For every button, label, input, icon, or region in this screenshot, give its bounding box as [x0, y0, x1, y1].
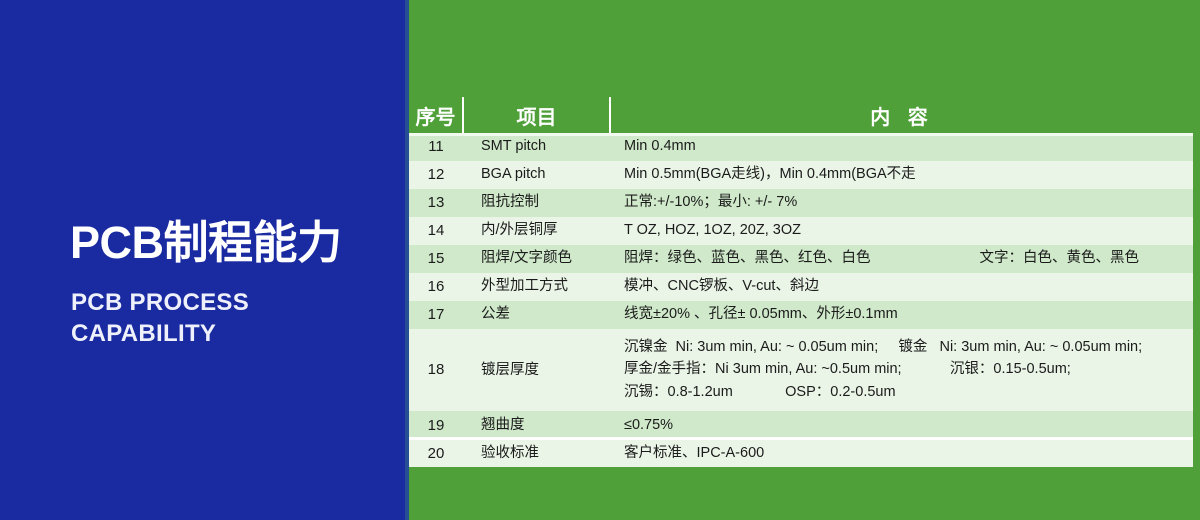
- cell-item: 翘曲度: [463, 411, 610, 440]
- cell-no: 15: [409, 245, 463, 273]
- cell-no: 16: [409, 273, 463, 301]
- table-row: 12 BGA pitch Min 0.5mm(BGA走线)，Min 0.4mm(BG…: [409, 161, 1193, 189]
- cell-content-main: 阻焊：绿色、蓝色、黑色、红色、白色: [624, 250, 871, 267]
- cell-no: 18: [409, 329, 463, 412]
- table-row: 20 验收标准 客户标准、IPC-A-600: [409, 439, 1193, 468]
- cell-item: 验收标准: [463, 439, 610, 468]
- panel-divider: [405, 0, 409, 520]
- page-subtitle-en: PCB PROCESS CAPABILITY: [71, 289, 250, 347]
- header-bottom-rule: [409, 133, 1193, 136]
- pcb-capability-table: 序号 项目 内 容 11 SMT pitch Min 0.4mm 12 BGA pitc…: [409, 97, 1193, 468]
- table-row: 19 翘曲度 ≤0.75%: [409, 411, 1193, 440]
- cell-item: SMT pitch: [463, 133, 610, 161]
- cell-content-text: 模冲、CNC锣板、V-cut、斜边: [624, 278, 819, 295]
- table-bottom-rule: [409, 437, 1193, 440]
- cell-no: 14: [409, 217, 463, 245]
- cell-content: 正常:+/-10%；最小: +/- 7%: [610, 189, 1193, 217]
- cell-no: 13: [409, 189, 463, 217]
- spec-table-wrapper: 序号 项目 内 容 11 SMT pitch Min 0.4mm 12 BGA pitc…: [409, 97, 1193, 468]
- cell-content-text: 正常:+/-10%；最小: +/- 7%: [624, 194, 798, 211]
- column-header-no: 序号: [409, 97, 464, 133]
- cell-content: 线宽±20% 、孔径± 0.05mm、外形±0.1mm: [610, 301, 1193, 329]
- cell-content: ≤0.75%: [610, 411, 1193, 440]
- table-row: 17 公差 线宽±20% 、孔径± 0.05mm、外形±0.1mm: [409, 301, 1193, 329]
- cell-no: 12: [409, 161, 463, 189]
- cell-content-multiline: 沉镍金 Ni: 3um min, Au: ~ 0.05um min; 镀金 Ni…: [624, 339, 1143, 400]
- cell-content-text: ≤0.75%: [624, 416, 674, 433]
- table-row: 15 阻焊/文字颜色 阻焊：绿色、蓝色、黑色、红色、白色 文字：白色、黄色、黑色: [409, 245, 1193, 273]
- cell-content: Min 0.5mm(BGA走线)，Min 0.4mm(BGA不走: [610, 161, 1193, 189]
- table-row: 18 镀层厚度 沉镍金 Ni: 3um min, Au: ~ 0.05um min;…: [409, 329, 1193, 412]
- cell-content-aside: 文字：白色、黄色、黑色: [979, 250, 1140, 267]
- cell-content: T OZ, HOZ, 1OZ, 20Z, 3OZ: [610, 217, 1193, 245]
- column-header-content-label: 内 容: [870, 106, 934, 129]
- cell-content-text: T OZ, HOZ, 1OZ, 20Z, 3OZ: [624, 222, 801, 239]
- cell-content: 沉镍金 Ni: 3um min, Au: ~ 0.05um min; 镀金 Ni…: [610, 329, 1193, 412]
- table-header-row: 序号 项目 内 容: [409, 97, 1193, 133]
- column-header-item: 项目: [463, 97, 611, 133]
- cell-item: 公差: [463, 301, 610, 329]
- cell-content-text: Min 0.4mm: [624, 138, 696, 155]
- cell-content-split: 阻焊：绿色、蓝色、黑色、红色、白色 文字：白色、黄色、黑色: [624, 248, 1193, 269]
- table-row: 16 外型加工方式 模冲、CNC锣板、V-cut、斜边: [409, 273, 1193, 301]
- table-row: 13 阻抗控制 正常:+/-10%；最小: +/- 7%: [409, 189, 1193, 217]
- cell-item: 内/外层铜厚: [463, 217, 610, 245]
- cell-content-text: 线宽±20% 、孔径± 0.05mm、外形±0.1mm: [624, 306, 898, 323]
- cell-content: 模冲、CNC锣板、V-cut、斜边: [610, 273, 1193, 301]
- cell-item: 镀层厚度: [463, 329, 610, 412]
- cell-content-text: 客户标准、IPC-A-600: [624, 444, 765, 461]
- cell-item: 外型加工方式: [463, 273, 610, 301]
- cell-content: 阻焊：绿色、蓝色、黑色、红色、白色 文字：白色、黄色、黑色: [610, 245, 1193, 273]
- left-title-panel: PCB制程能力 PCB PROCESS CAPABILITY: [0, 0, 409, 520]
- table-header: 序号 项目 内 容: [409, 97, 1193, 133]
- cell-item: 阻焊/文字颜色: [463, 245, 610, 273]
- table-row: 14 内/外层铜厚 T OZ, HOZ, 1OZ, 20Z, 3OZ: [409, 217, 1193, 245]
- cell-no: 17: [409, 301, 463, 329]
- column-header-content: 内 容: [610, 97, 1193, 133]
- cell-no: 19: [409, 411, 463, 440]
- table-row: 11 SMT pitch Min 0.4mm: [409, 133, 1193, 161]
- page-title-cn: PCB制程能力: [70, 217, 342, 268]
- cell-no: 11: [409, 133, 463, 161]
- cell-content-text: Min 0.5mm(BGA走线)，Min 0.4mm(BGA不走: [624, 166, 916, 183]
- cell-no: 20: [409, 439, 463, 468]
- cell-content: 客户标准、IPC-A-600: [610, 439, 1193, 468]
- cell-item: 阻抗控制: [463, 189, 610, 217]
- cell-item: BGA pitch: [463, 161, 610, 189]
- table-body: 11 SMT pitch Min 0.4mm 12 BGA pitch Min 0.5mm…: [409, 133, 1193, 468]
- cell-content: Min 0.4mm: [610, 133, 1193, 161]
